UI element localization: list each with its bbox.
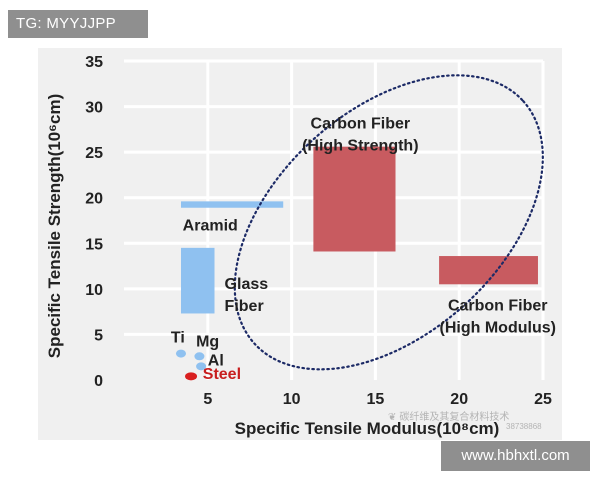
region-carbon-fiber-high-strength [313, 147, 395, 252]
watermark-subtext: 38738868 [506, 422, 542, 431]
point-mg [194, 352, 204, 360]
y-axis-title: Specific Tensile Strength(10⁶cm) [45, 94, 64, 358]
x-tick-5: 5 [203, 391, 212, 408]
y-tick-35: 35 [85, 54, 103, 71]
region-glass-fiber [181, 248, 215, 314]
y-tick-5: 5 [94, 327, 103, 344]
watermark: ❦ 碳纤维及其复合材料技术 38738868 [388, 408, 509, 423]
telegram-tag-badge: TG: MYYJJPP [8, 10, 148, 38]
y-tick-30: 30 [85, 100, 103, 117]
label-carbon-fiber-high-strength-line-1: Carbon Fiber [311, 115, 411, 132]
label-glass-fiber-line-1: Glass [225, 276, 269, 293]
y-tick-0: 0 [94, 373, 103, 390]
label-steel: Steel [203, 366, 241, 383]
label-aramid-line-1: Aramid [183, 218, 238, 235]
wechat-icon: ❦ [388, 412, 396, 423]
y-tick-25: 25 [85, 145, 103, 162]
point-ti [176, 350, 186, 358]
x-tick-15: 15 [367, 391, 385, 408]
label-carbon-fiber-high-modulus-line-2: (High Modulus) [440, 320, 556, 337]
x-tick-10: 10 [283, 391, 301, 408]
watermark-text: 碳纤维及其复合材料技术 [399, 412, 509, 423]
chart: 0 5 10 15 20 25 30 35 5 10 15 20 25 Aramid Glass Fibe… [0, 0, 600, 480]
x-tick-25: 25 [534, 391, 552, 408]
label-ti: Ti [171, 330, 185, 347]
label-mg: Mg [196, 333, 219, 350]
y-tick-15: 15 [85, 236, 103, 253]
point-steel [185, 372, 197, 380]
region-aramid [181, 201, 283, 207]
website-badge: www.hbhxtl.com [441, 441, 590, 471]
y-tick-20: 20 [85, 191, 103, 208]
label-glass-fiber-line-2: Fiber [225, 298, 264, 315]
region-carbon-fiber-high-modulus [439, 256, 538, 284]
label-carbon-fiber-high-modulus-line-1: Carbon Fiber [448, 298, 548, 315]
label-carbon-fiber-high-strength-line-2: (High Strength) [302, 137, 418, 154]
x-tick-20: 20 [450, 391, 468, 408]
y-tick-10: 10 [85, 282, 103, 299]
